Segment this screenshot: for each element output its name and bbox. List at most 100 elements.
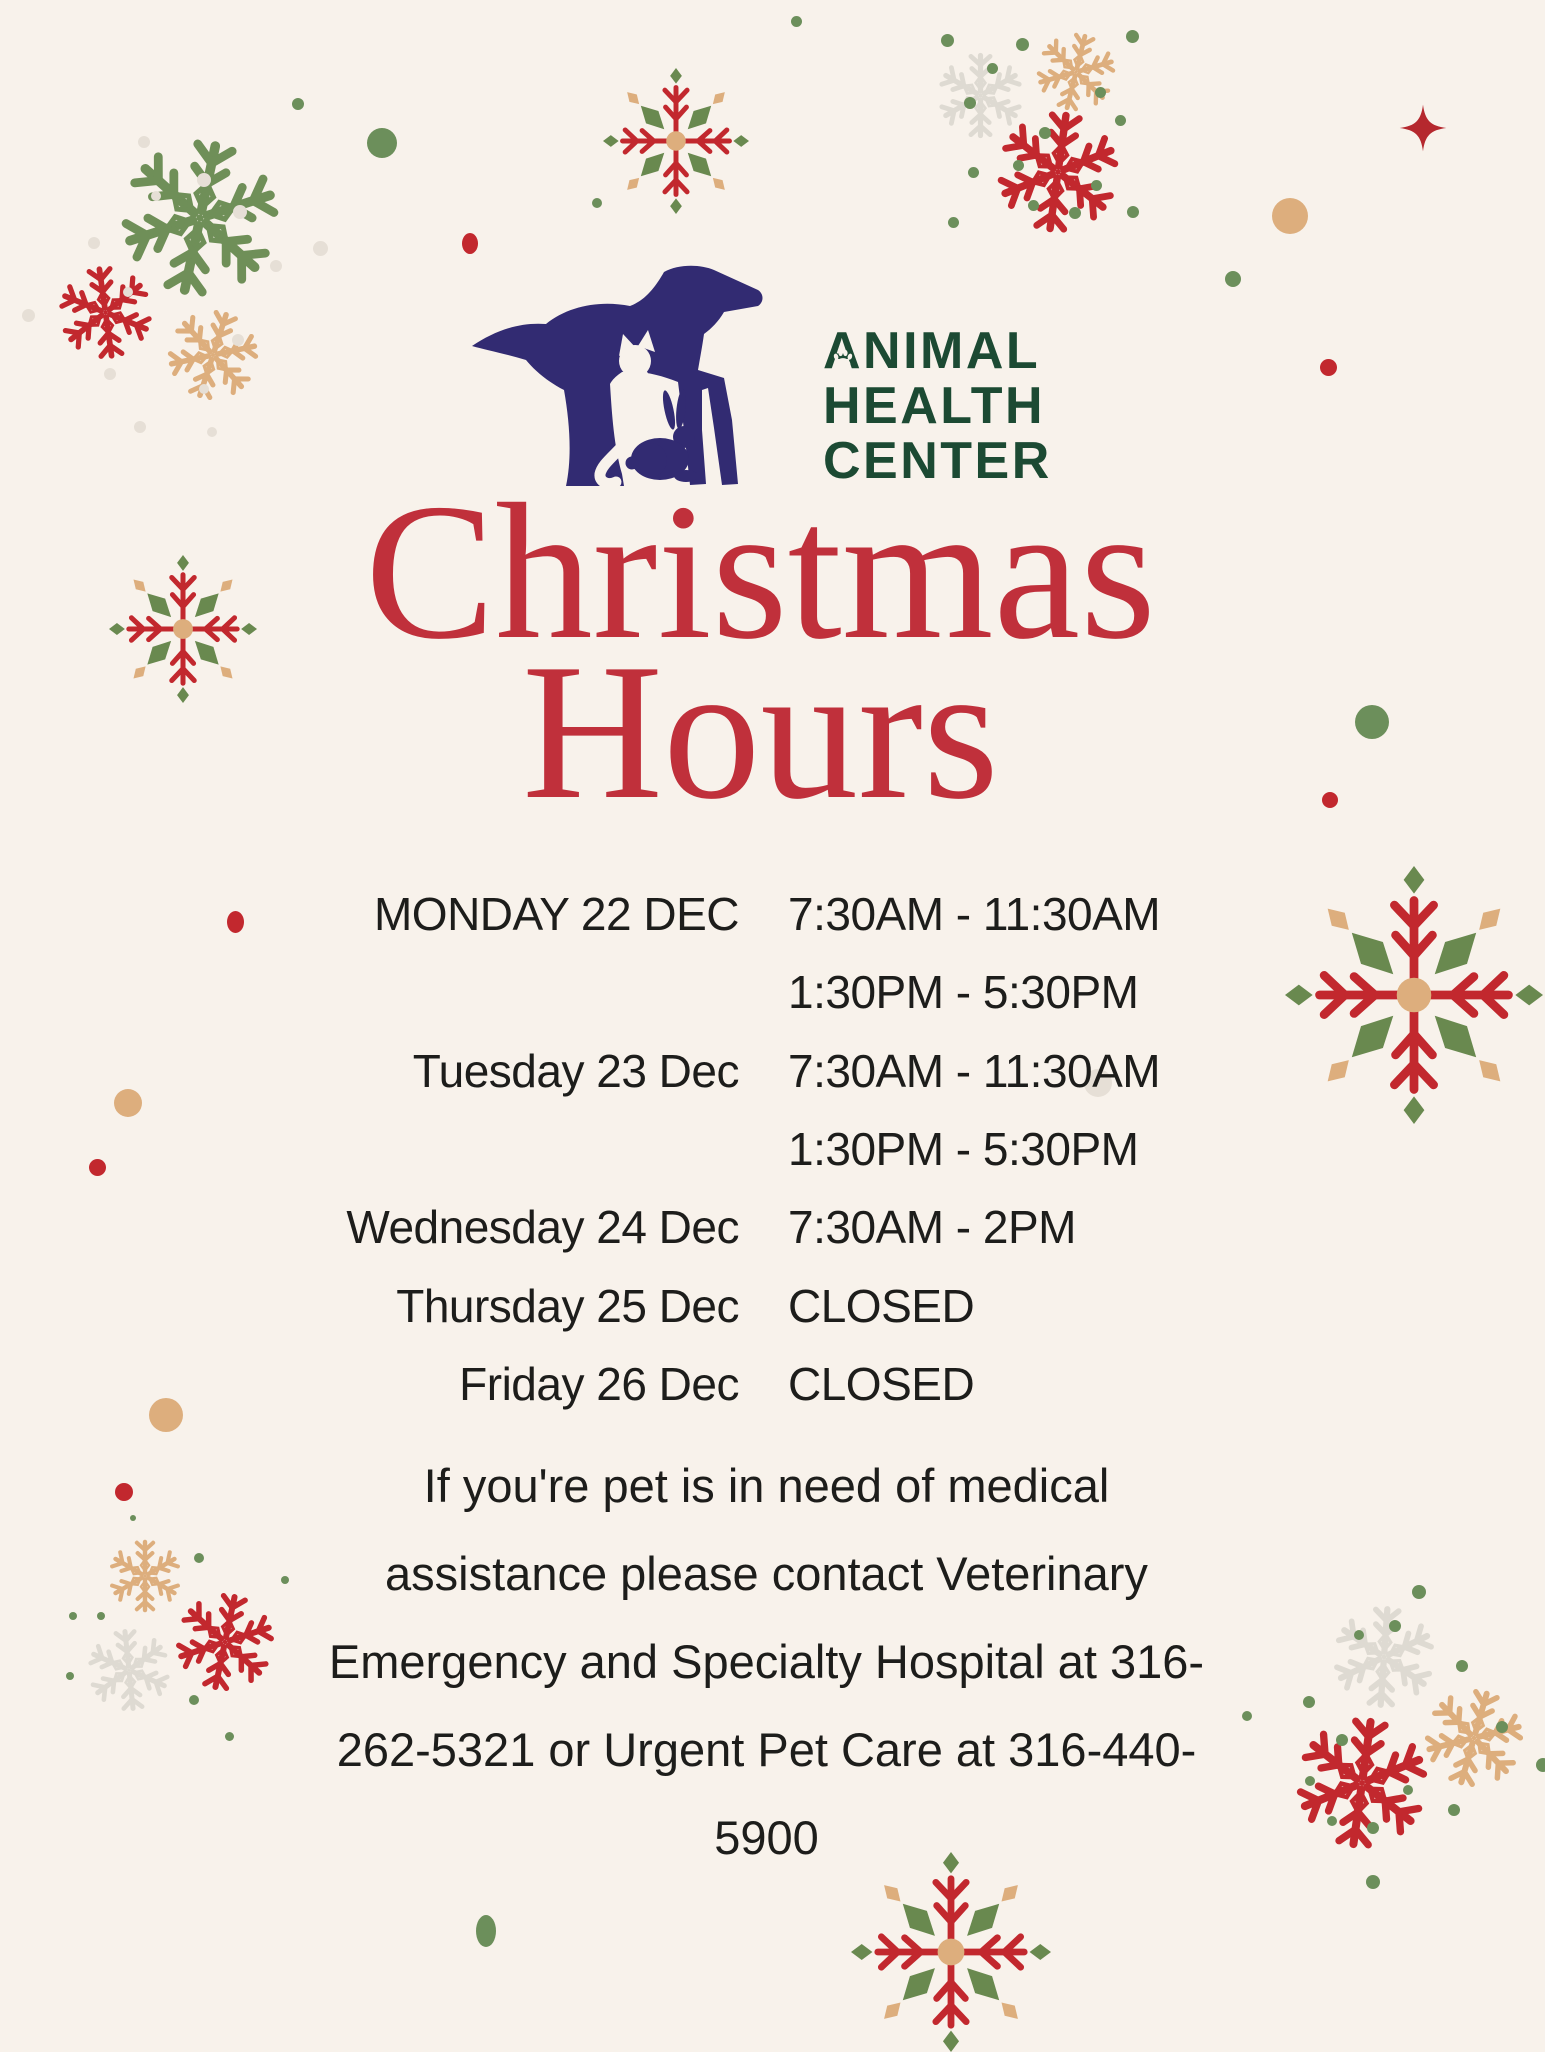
dot (197, 173, 211, 187)
dot (1320, 359, 1337, 376)
rabbit-silhouette (625, 389, 698, 482)
schedule-time: 7:30AM - 11:30AM (788, 888, 1161, 941)
dot (189, 1695, 199, 1705)
dot (88, 237, 100, 249)
dot (1091, 180, 1102, 191)
snowflake-icon (988, 102, 1128, 242)
notice-line: 262-5321 or Urgent Pet Care at 316-440- (336, 1723, 1197, 1776)
dot (225, 1732, 234, 1741)
dot (1069, 207, 1081, 219)
dot (97, 1612, 105, 1620)
schedule-row: 1:30PM - 5:30PM (0, 953, 1545, 1031)
dot (1095, 87, 1106, 98)
dot (227, 911, 244, 933)
schedule-day: Thursday 25 Dec (396, 1279, 739, 1332)
dot (1367, 1822, 1379, 1834)
snowflake-icon (1028, 24, 1125, 121)
animal-health-center-logo (472, 265, 763, 490)
dot (1366, 1875, 1380, 1889)
dot (199, 384, 209, 394)
schedule-time: 7:30AM - 2PM (788, 1201, 1077, 1254)
schedule-row: Thursday 25 Dec CLOSED (0, 1266, 1545, 1344)
dot (232, 334, 244, 346)
dot (66, 1672, 74, 1680)
notice-line: Emergency and Specialty Hospital at 316- (328, 1635, 1205, 1688)
dot (1028, 200, 1039, 211)
schedule-time: 1:30PM - 5:30PM (788, 1123, 1139, 1176)
dot (22, 309, 35, 322)
dot (367, 128, 397, 158)
schedule-day: Friday 26 Dec (459, 1357, 739, 1410)
schedule-time: CLOSED (788, 1357, 975, 1410)
schedule-row: MONDAY 22 DEC 7:30AM - 11:30AM (0, 875, 1545, 953)
snowflake-icon (52, 259, 159, 366)
dot (104, 368, 116, 380)
dot (69, 1612, 77, 1620)
dot (123, 287, 133, 297)
logo-line-animal: ANIMAL (823, 322, 1041, 380)
dot (134, 421, 146, 433)
dot (1272, 198, 1308, 234)
dot (1303, 1696, 1315, 1708)
dot (1336, 1734, 1348, 1746)
dot (941, 34, 954, 47)
schedule-row: 1:30PM - 5:30PM (0, 1110, 1545, 1188)
dot (149, 1398, 183, 1432)
dot (89, 1159, 106, 1176)
dot (592, 198, 602, 208)
dot (1242, 1711, 1252, 1721)
title-line-2: Hours (522, 624, 999, 840)
title-line-1: Christmas (365, 464, 1156, 680)
dot (1039, 127, 1051, 139)
dot (1412, 1585, 1426, 1599)
dot (791, 16, 802, 27)
dot (462, 233, 478, 254)
dot (115, 1483, 133, 1501)
dot (1403, 1785, 1413, 1795)
logo-line-center: CENTER (823, 432, 1052, 490)
dot (130, 1515, 136, 1521)
dot (194, 1553, 204, 1563)
schedule-time: 1:30PM - 5:30PM (788, 966, 1139, 1019)
schedule-time: 7:30AM - 11:30AM (788, 1044, 1161, 1097)
schedule-row: Tuesday 23 Dec 7:30AM - 11:30AM (0, 1032, 1545, 1110)
logo-line-health: HEALTH (823, 377, 1046, 435)
dot (1115, 115, 1126, 126)
dot (1126, 30, 1139, 43)
dot (207, 427, 217, 437)
dot (1225, 271, 1241, 287)
star-snowflake-icon (851, 1852, 1051, 2052)
dot (1536, 1758, 1545, 1772)
dot (270, 260, 282, 272)
dot (1496, 1721, 1508, 1733)
dot (1448, 1804, 1460, 1816)
notice-line: 5900 (714, 1811, 819, 1864)
dot (1013, 160, 1024, 171)
dot (1016, 38, 1029, 51)
dot (1127, 206, 1139, 218)
dot (313, 241, 328, 256)
dot (987, 63, 998, 74)
schedule-day: Tuesday 23 Dec (412, 1044, 740, 1097)
dot (1355, 705, 1389, 739)
notice-line: If you're pet is in need of medical (423, 1459, 1110, 1512)
schedule-day: Wednesday 24 Dec (346, 1201, 739, 1254)
dot (233, 205, 247, 219)
dot (1456, 1660, 1468, 1672)
star-snowflake-icon (603, 68, 749, 214)
dot (151, 191, 161, 201)
dot (1305, 1776, 1315, 1786)
dot (1327, 1816, 1337, 1826)
dot (138, 136, 150, 148)
dot (948, 217, 959, 228)
schedule-day: MONDAY 22 DEC (373, 888, 740, 941)
snowflake-icon (155, 297, 271, 413)
schedule-time: CLOSED (788, 1279, 975, 1332)
page-title: Christmas Hours (0, 464, 1533, 840)
dot (476, 1915, 496, 1947)
dot (1084, 1069, 1112, 1097)
schedule-row: Wednesday 24 Dec 7:30AM - 2PM (0, 1188, 1545, 1266)
dot (1354, 1630, 1364, 1640)
dot (968, 167, 979, 178)
dot (1389, 1620, 1401, 1632)
